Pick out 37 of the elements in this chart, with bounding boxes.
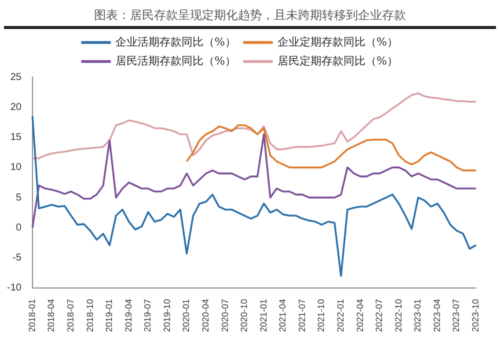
x-tick-label: 2023-07 <box>451 298 462 332</box>
y-tick-label: 20 <box>10 102 22 113</box>
x-tick-label: 2022-10 <box>393 298 404 332</box>
x-tick-label: 2018-07 <box>66 298 76 332</box>
x-tick-label: 2023-04 <box>432 298 442 332</box>
x-tick-label: 2021-01 <box>258 298 268 332</box>
x-tick-label: 2020-07 <box>220 298 230 332</box>
x-tick-label: 2022-07 <box>374 298 384 332</box>
x-tick-label: 2019-04 <box>123 298 134 332</box>
x-tick-label: 2023-10 <box>470 298 480 332</box>
x-tick-label: 2021-07 <box>296 298 307 332</box>
x-tick-label: 2021-04 <box>278 298 288 332</box>
x-tick-label: 2019-07 <box>142 298 153 332</box>
x-tick-label: 2020-01 <box>181 298 192 332</box>
y-tick-label: 25 <box>10 72 22 83</box>
x-tick-label: 2018-10 <box>84 298 95 332</box>
x-tick-label: 2022-04 <box>354 298 365 332</box>
x-tick-label: 2022-01 <box>335 298 346 332</box>
y-tick-label: -5 <box>12 252 22 264</box>
y-tick-label: 15 <box>10 132 22 144</box>
x-tick-label: 2019-01 <box>104 298 114 332</box>
legend-label: 企业活期存款同比（%） <box>116 35 236 48</box>
legend-label: 居民活期存款同比（%） <box>116 54 236 68</box>
x-tick-label: 2018-04 <box>46 298 56 332</box>
chart-title: 图表：居民存款呈现定期化趋势，且未跨期转移到企业存款 <box>4 4 496 29</box>
x-tick-label: 2019-10 <box>162 298 172 332</box>
legend-label: 企业定期存款同比（%） <box>278 35 398 48</box>
legend-label: 居民定期存款同比（%） <box>278 54 398 68</box>
x-tick-label: 2018-01 <box>26 298 37 332</box>
x-tick-label: 2020-04 <box>200 298 210 332</box>
y-tick-label: 10 <box>10 162 22 174</box>
x-tick-label: 2023-01 <box>412 298 423 332</box>
x-tick-label: 2021-10 <box>316 298 326 332</box>
y-tick-label: 5 <box>16 192 22 204</box>
y-tick-label: -10 <box>7 282 22 294</box>
x-tick-label: 2020-10 <box>239 298 250 332</box>
y-tick-label: 0 <box>16 222 22 234</box>
